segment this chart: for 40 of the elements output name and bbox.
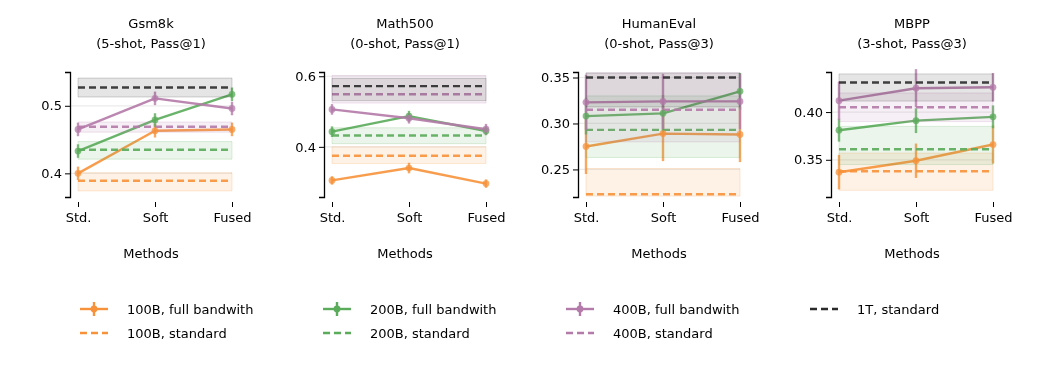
y-tick-label: 0.6 bbox=[295, 68, 316, 84]
x-tick-label: Std. bbox=[826, 209, 853, 225]
legend-label: 200B, standard bbox=[370, 325, 470, 341]
legend-label: 100B, standard bbox=[127, 325, 227, 341]
chart-subtitle: (0-shot, Pass@1) bbox=[350, 36, 460, 51]
y-tick-label: 0.35 bbox=[794, 152, 823, 168]
x-tick-label: Soft bbox=[650, 209, 677, 225]
x-tick-label: Fused bbox=[213, 209, 252, 225]
x-tick-label: Std. bbox=[573, 209, 600, 225]
chart-title: Gsm8k bbox=[128, 16, 175, 31]
y-tick-label: 0.35 bbox=[541, 70, 570, 86]
chart-subtitle: (3-shot, Pass@3) bbox=[857, 36, 967, 51]
x-axis-title: Methods bbox=[631, 246, 687, 261]
x-axis-title: Methods bbox=[123, 246, 179, 261]
chart-title: HumanEval bbox=[621, 16, 697, 31]
y-tick-label: 0.5 bbox=[41, 98, 62, 114]
legend-label: 400B, standard bbox=[613, 325, 713, 341]
legend-label: 200B, full bandwith bbox=[370, 301, 497, 317]
legend-label: 1T, standard bbox=[857, 301, 940, 317]
x-tick-label: Soft bbox=[903, 209, 930, 225]
x-axis-title: Methods bbox=[884, 246, 940, 261]
x-tick-label: Std. bbox=[319, 209, 346, 225]
legend-label: 100B, full bandwith bbox=[127, 301, 254, 317]
chart-title: Math500 bbox=[376, 16, 434, 31]
chart-subtitle: (0-shot, Pass@3) bbox=[604, 36, 714, 51]
x-tick-label: Fused bbox=[974, 209, 1013, 225]
x-tick-label: Soft bbox=[396, 209, 423, 225]
x-tick-label: Soft bbox=[142, 209, 169, 225]
x-tick-label: Fused bbox=[467, 209, 506, 225]
y-tick-label: 0.30 bbox=[541, 116, 570, 132]
chart-subtitle: (5-shot, Pass@1) bbox=[96, 36, 206, 51]
y-tick-label: 0.4 bbox=[295, 139, 316, 155]
y-tick-label: 0.40 bbox=[794, 104, 823, 120]
x-tick-label: Fused bbox=[721, 209, 760, 225]
y-tick-label: 0.25 bbox=[541, 162, 570, 178]
legend-label: 400B, full bandwith bbox=[613, 301, 740, 317]
x-axis-title: Methods bbox=[377, 246, 433, 261]
y-tick-label: 0.4 bbox=[41, 166, 62, 182]
chart-title: MBPP bbox=[894, 16, 931, 31]
x-tick-label: Std. bbox=[65, 209, 92, 225]
